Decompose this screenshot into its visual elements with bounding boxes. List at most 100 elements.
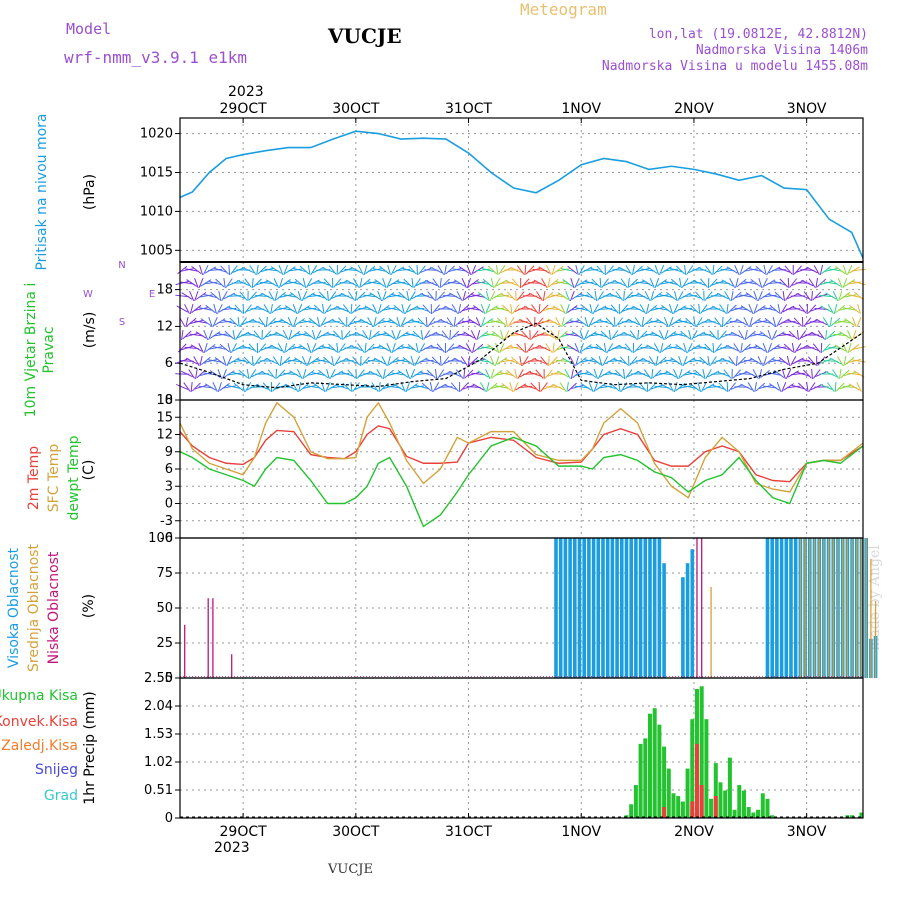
wind-arrow xyxy=(733,343,741,353)
wind-arrow xyxy=(664,346,678,350)
wind-arrow xyxy=(556,345,570,351)
wind-arrow xyxy=(807,304,817,314)
wind-arrow xyxy=(221,291,228,301)
wind-arrow xyxy=(311,372,326,376)
wind-arrow xyxy=(641,316,645,328)
wind-arrow xyxy=(565,303,570,315)
wind-arrow xyxy=(237,316,240,328)
wind-arrow xyxy=(459,304,470,314)
wind-arrow xyxy=(772,280,786,286)
wind-arrow xyxy=(357,343,365,353)
wind-arrow xyxy=(559,382,567,392)
wind-arrow xyxy=(718,330,727,340)
high-cloud-bar xyxy=(681,577,685,678)
wind-arrow xyxy=(313,383,324,391)
wind-arrow xyxy=(688,329,692,341)
wind-arrow xyxy=(184,304,190,314)
wind-arrow xyxy=(842,294,857,298)
wind-arrow xyxy=(340,371,354,377)
wind-arrow xyxy=(740,305,752,313)
wind-arrow xyxy=(786,355,791,367)
wind-arrow xyxy=(422,304,431,314)
wind-arrow xyxy=(668,333,683,337)
wind-arrow xyxy=(813,265,820,275)
wind-arrow xyxy=(391,342,396,354)
wind-arrow xyxy=(625,369,633,379)
wind-arrow xyxy=(417,317,427,327)
wind-arrow xyxy=(313,304,324,314)
wind-arrow xyxy=(318,291,328,301)
wind-arrow xyxy=(306,355,312,367)
wind-arrow xyxy=(670,278,681,288)
wind-arrow xyxy=(744,281,758,285)
wind-arrow xyxy=(338,343,346,353)
wind-arrow xyxy=(782,290,785,302)
wind-arrow xyxy=(500,293,514,299)
wind-arrow xyxy=(386,343,392,353)
wind-arrow xyxy=(208,346,223,350)
wind-arrow xyxy=(278,277,283,289)
wind-arrow xyxy=(230,265,238,275)
wind-arrow xyxy=(741,343,751,353)
wind-arrow xyxy=(744,268,758,272)
wind-arrow xyxy=(460,382,469,392)
wind-arrow xyxy=(202,265,209,275)
wind-arrow xyxy=(217,332,232,338)
wind-arrow xyxy=(365,265,376,275)
wind-arrow xyxy=(253,278,262,288)
wind-arrow xyxy=(297,290,302,302)
wind-arrow xyxy=(824,370,837,378)
wind-arrow xyxy=(347,291,355,301)
wind-arrow xyxy=(253,356,262,366)
wind-arrow xyxy=(306,385,321,389)
wind-arrow xyxy=(555,317,562,327)
wind-arrow xyxy=(265,316,268,328)
wind-arrow xyxy=(687,359,702,363)
wind-arrow xyxy=(552,383,565,391)
wind-arrow xyxy=(356,291,366,301)
wind-arrow xyxy=(400,382,406,392)
wind-arrow xyxy=(786,319,800,325)
wind-arrow xyxy=(509,381,514,393)
date-tick-top: 2NOV xyxy=(674,101,714,117)
wind-arrow xyxy=(574,343,580,353)
wind-arrow xyxy=(280,279,291,287)
wind-arrow xyxy=(538,344,551,352)
wind-arrow xyxy=(256,264,259,276)
wind-arrow xyxy=(392,383,404,391)
wind-arrow xyxy=(290,330,301,340)
wind-arrow xyxy=(709,278,718,288)
wind-arrow xyxy=(622,331,635,339)
wind-arrow xyxy=(321,267,335,273)
wind-arrow xyxy=(198,294,213,298)
wind-arrow xyxy=(793,317,803,327)
wind-arrow xyxy=(584,280,598,286)
wind-arrow xyxy=(608,293,621,299)
wind-arrow xyxy=(213,303,217,315)
wind-arrow xyxy=(584,346,599,350)
wind-arrow xyxy=(203,330,209,340)
wind-arrow xyxy=(334,356,341,366)
wind-arrow xyxy=(752,369,759,379)
wind-arrow xyxy=(225,278,233,288)
date-tick-top: 31OCT xyxy=(445,101,493,117)
wind-arrow xyxy=(264,268,279,272)
wind-arrow xyxy=(354,331,367,339)
wind-arrow xyxy=(476,329,481,341)
wind-arrow xyxy=(294,318,305,326)
wind-arrow xyxy=(184,268,199,272)
wind-arrow xyxy=(673,369,679,379)
y-tick-label: 18 xyxy=(156,393,173,408)
wind-arrow xyxy=(222,319,236,325)
wind-arrow xyxy=(834,381,837,393)
wind-arrow xyxy=(278,265,284,275)
total-precip-bar xyxy=(751,812,756,818)
wind-arrow xyxy=(261,292,273,300)
wind-arrow xyxy=(794,343,802,353)
wind-arrow xyxy=(244,304,252,314)
wind-arrow xyxy=(342,330,351,340)
wind-arrow xyxy=(323,278,333,288)
wind-arrow xyxy=(190,381,193,393)
wind-arrow xyxy=(681,278,689,288)
wind-arrow xyxy=(528,292,541,300)
